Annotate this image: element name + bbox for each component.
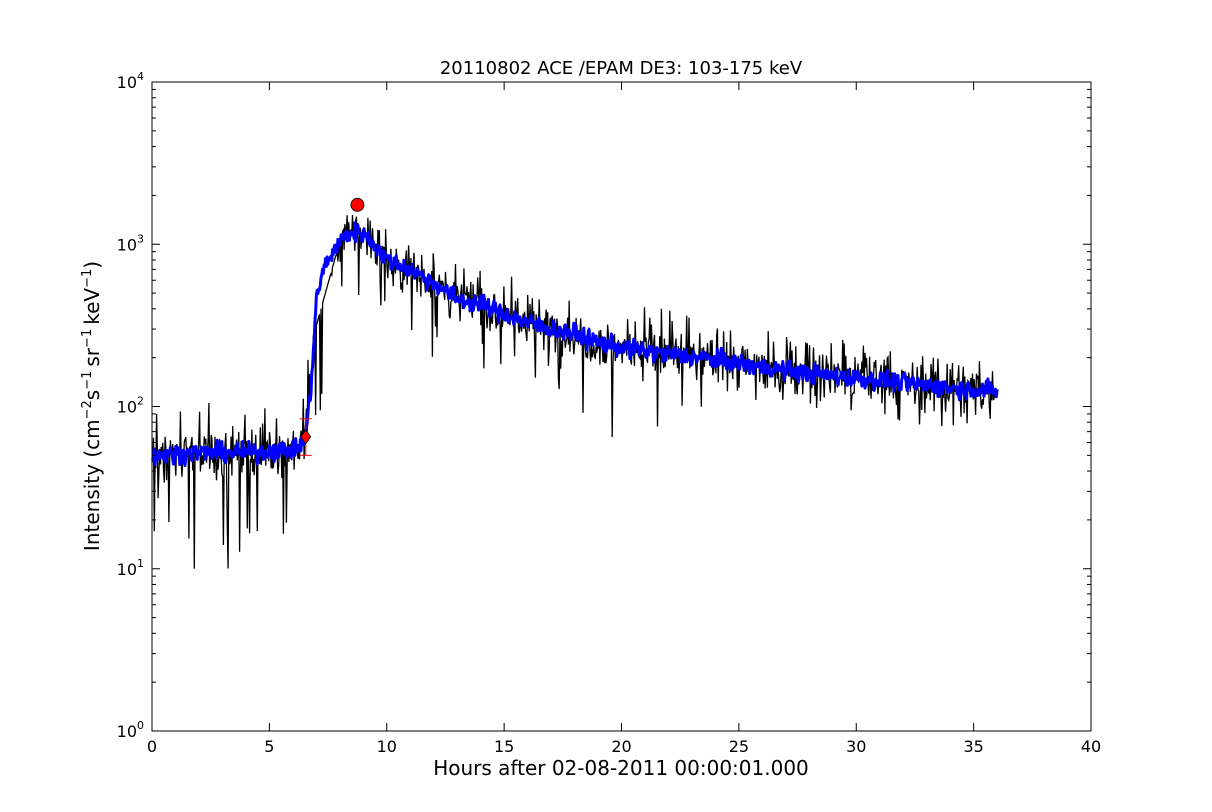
x-tick-label: 0 — [147, 737, 157, 756]
x-tick-label: 30 — [846, 737, 866, 756]
x-tick-label: 25 — [729, 737, 749, 756]
y-tick-label: 103 — [117, 232, 144, 254]
y-axis-label-s: s — [80, 390, 104, 400]
y-tick-label: 102 — [117, 395, 144, 417]
ticks: 0 5 10 15 20 25 30 35 40 100 101 102 103 104 — [117, 70, 1102, 756]
y-tick-label: 104 — [117, 70, 144, 92]
y-tick-label: 100 — [117, 719, 144, 741]
y-axis-label-sup4: −1 — [80, 269, 95, 288]
x-tick-label: 20 — [611, 737, 631, 756]
y-axis-label-sup1: −2 — [80, 400, 95, 419]
series-smoothed-line — [150, 221, 999, 467]
x-tick-label: 35 — [963, 737, 983, 756]
x-tick-label: 15 — [494, 737, 514, 756]
x-tick-label: 40 — [1081, 737, 1101, 756]
y-tick-label: 101 — [117, 557, 144, 579]
onset-marker — [300, 429, 312, 445]
x-tick-label: 5 — [264, 737, 274, 756]
y-axis-label-sup2: −1 — [80, 371, 95, 390]
y-axis-label-sr: sr — [80, 347, 104, 366]
peak-marker — [350, 197, 365, 212]
y-axis-label-prefix: Intensity (cm — [80, 419, 104, 551]
data-layer — [150, 197, 999, 569]
x-tick-label: 10 — [377, 737, 397, 756]
y-axis-label: Intensity (cm−2s−1sr−1keV−1) — [80, 261, 104, 551]
y-axis-label-kev: keV — [80, 288, 104, 325]
y-axis-label-suffix: ) — [80, 261, 104, 269]
y-axis-label-sup3: −1 — [80, 329, 95, 348]
x-axis-label: Hours after 02-08-2011 00:00:01.000 — [433, 756, 809, 780]
chart-title: 20110802 ACE /EPAM DE3: 103-175 keV — [440, 58, 803, 79]
